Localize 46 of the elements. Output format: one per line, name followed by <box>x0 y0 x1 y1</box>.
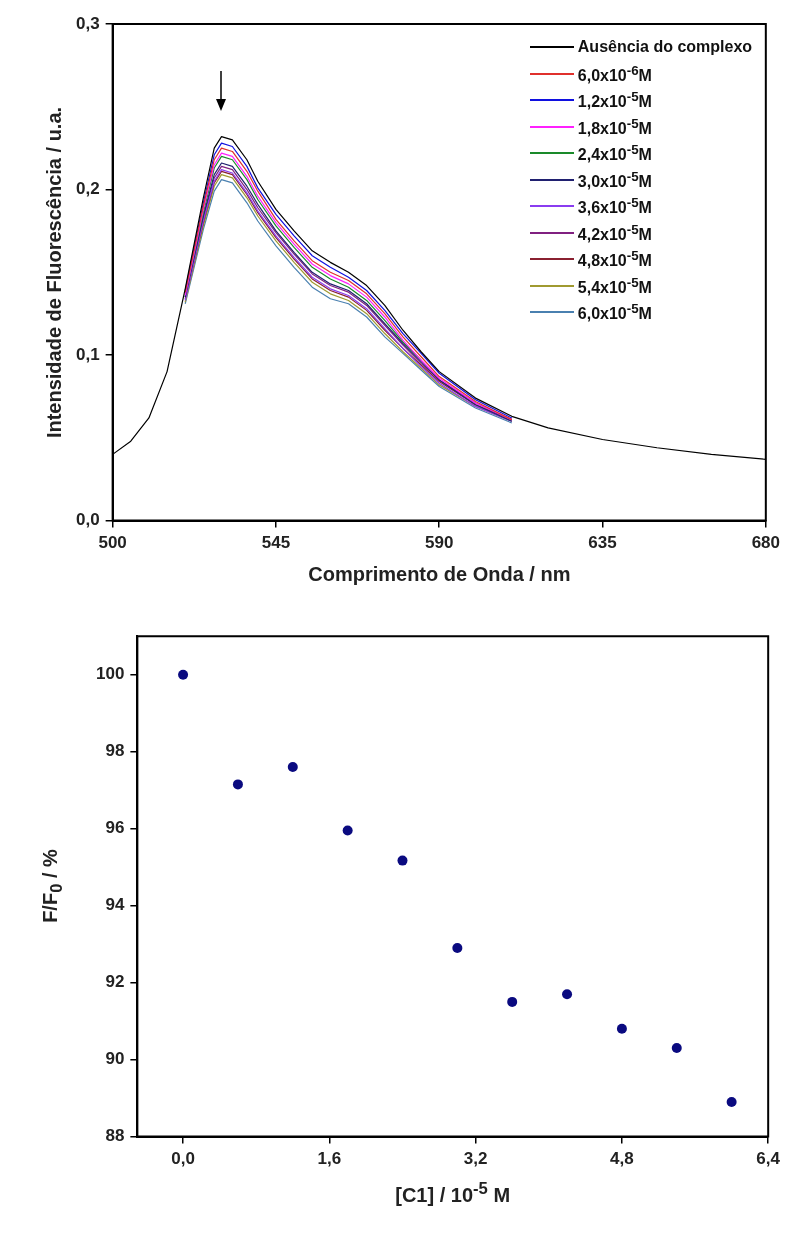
y-tick-label: 100 <box>95 664 125 684</box>
point <box>726 1096 737 1107</box>
x-tick-label: 500 <box>98 533 127 553</box>
y-axis-title: Intensidade de Fluorescência / u.a. <box>43 106 67 438</box>
x-tick-label: 590 <box>425 533 454 553</box>
y-tick-label: 94 <box>105 895 125 915</box>
point <box>452 942 463 953</box>
point <box>287 762 298 773</box>
y-tick-label: 92 <box>105 972 125 992</box>
point <box>178 669 189 680</box>
point <box>232 779 243 790</box>
x-tick-label: 3,2 <box>463 1149 488 1169</box>
legend-label: 2,4x10$^{-5}$M <box>577 142 652 165</box>
point <box>562 989 573 1000</box>
x-tick-label: 4,8 <box>610 1149 634 1169</box>
legend-label: 1,2x10$^{-5}$M <box>577 89 652 112</box>
legend-label: 3,0x10$^{-5}$M <box>577 168 652 191</box>
x-axis-title: Comprimento de Onda / nm <box>308 562 571 586</box>
x-tick-label: 545 <box>261 533 291 553</box>
y-tick-label: 0,3 <box>75 13 100 33</box>
y-tick-label: 0,1 <box>75 344 100 364</box>
legend-label: 5,4x10$^{-5}$M <box>577 274 652 297</box>
point <box>671 1043 682 1054</box>
legend-label: 6,0x10$^{-6}$M <box>577 62 652 85</box>
x-tick-label: 680 <box>751 533 781 553</box>
y-tick-label: 0,2 <box>75 179 100 199</box>
legend-label: 6,0x10$^{-5}$M <box>577 301 652 324</box>
y-tick-label: 96 <box>105 818 125 838</box>
legend-label: Ausência do complexo <box>577 38 753 57</box>
point <box>616 1023 627 1034</box>
point <box>507 996 518 1007</box>
y-tick-label: 90 <box>105 1049 125 1069</box>
x-tick-label: 635 <box>588 533 617 553</box>
point <box>397 855 408 866</box>
y-tick-label: 98 <box>105 741 125 761</box>
point <box>342 825 353 836</box>
legend-label: 4,8x10$^{-5}$M <box>577 248 652 271</box>
x-tick-label: 1,6 <box>317 1149 342 1169</box>
legend-label: 3,6x10$^{-5}$M <box>577 195 652 218</box>
x-tick-label: 6,4 <box>756 1149 781 1169</box>
legend-label: 4,2x10$^{-5}$M <box>577 221 652 244</box>
x-axis-title: [C1] / 10$^{-5}$ M <box>395 1178 511 1207</box>
y-tick-label: 0,0 <box>75 510 100 530</box>
y-tick-label: 88 <box>105 1126 125 1146</box>
legend-label: 1,8x10$^{-5}$M <box>577 115 652 138</box>
x-tick-label: 0,0 <box>171 1149 195 1169</box>
